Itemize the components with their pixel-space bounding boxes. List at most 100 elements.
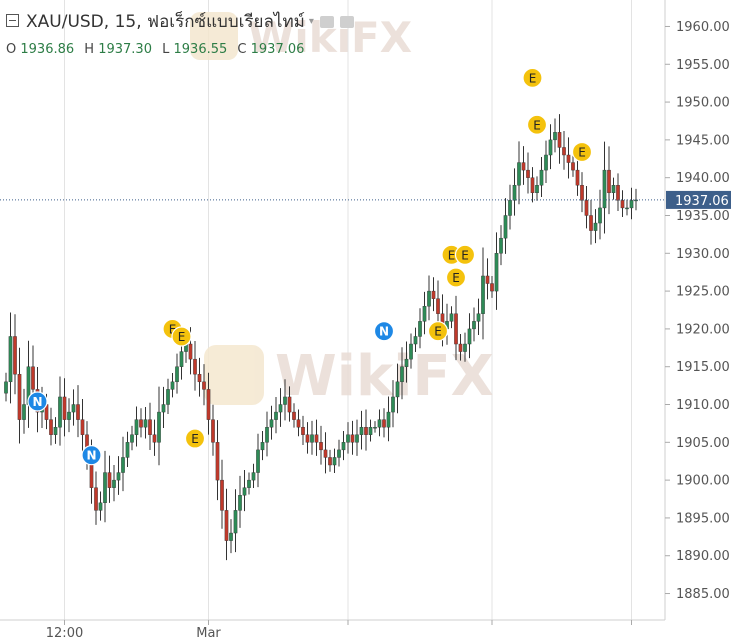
candle bbox=[481, 247, 485, 340]
candle-body bbox=[130, 434, 134, 443]
candle bbox=[242, 470, 247, 512]
candle-body bbox=[359, 426, 364, 435]
candle-body bbox=[215, 442, 220, 481]
candle bbox=[463, 332, 467, 362]
earnings-event-marker[interactable]: E bbox=[454, 244, 476, 265]
price-axis-label: 1940.00 bbox=[676, 171, 730, 186]
candle bbox=[494, 232, 499, 310]
candle bbox=[233, 489, 238, 553]
candle-body bbox=[260, 442, 265, 451]
earnings-event-icon bbox=[171, 326, 192, 347]
event-marker-letter: E bbox=[461, 248, 469, 262]
candle bbox=[202, 364, 206, 406]
news-event-icon bbox=[373, 321, 395, 342]
candle-body bbox=[503, 215, 508, 239]
candle-body bbox=[269, 419, 274, 428]
candle-body bbox=[31, 366, 35, 390]
candle-body bbox=[377, 419, 382, 428]
candle bbox=[332, 448, 337, 473]
candle-body bbox=[49, 419, 53, 435]
earnings-event-marker[interactable]: E bbox=[526, 114, 548, 135]
candle-body bbox=[292, 411, 296, 420]
candle-body bbox=[251, 472, 256, 481]
candle-body bbox=[616, 185, 620, 201]
news-event-marker[interactable]: N bbox=[373, 321, 395, 342]
candle-body bbox=[296, 419, 301, 428]
candle-body bbox=[521, 162, 526, 171]
candle-body bbox=[283, 396, 287, 405]
candle bbox=[566, 137, 571, 179]
settings-gear-icon[interactable] bbox=[339, 15, 354, 28]
candle bbox=[580, 172, 584, 213]
candle bbox=[521, 146, 526, 185]
candle-body bbox=[157, 411, 161, 443]
news-event-icon bbox=[27, 391, 48, 412]
candle-body bbox=[143, 419, 148, 428]
candle-body bbox=[242, 487, 247, 496]
candle bbox=[616, 173, 620, 212]
candle bbox=[607, 146, 611, 215]
candle-body bbox=[134, 419, 139, 435]
candle-body bbox=[103, 472, 107, 504]
candle-body bbox=[332, 457, 337, 466]
earnings-event-icon bbox=[526, 114, 548, 135]
candle-body bbox=[71, 404, 76, 413]
last-price-tag-label: 1937.06 bbox=[675, 194, 729, 209]
candle bbox=[310, 420, 314, 455]
collapse-legend-icon[interactable] bbox=[6, 14, 19, 27]
news-event-icon bbox=[81, 445, 102, 466]
candle bbox=[386, 396, 391, 442]
candle-body bbox=[161, 404, 166, 413]
earnings-event-marker[interactable]: E bbox=[427, 321, 449, 342]
candle bbox=[238, 475, 242, 528]
news-event-marker[interactable]: N bbox=[81, 445, 102, 466]
candle-body bbox=[197, 374, 202, 383]
candle bbox=[278, 388, 283, 427]
earnings-event-marker[interactable]: E bbox=[445, 267, 467, 288]
earnings-event-marker[interactable]: E bbox=[184, 428, 206, 449]
earnings-event-icon bbox=[454, 244, 476, 265]
watermark-logo-middle: WikiFX bbox=[204, 344, 494, 409]
candle-body bbox=[310, 434, 314, 443]
event-marker-letter: E bbox=[533, 118, 541, 132]
event-marker-letter: N bbox=[32, 395, 42, 409]
candle bbox=[341, 430, 346, 461]
candle-body bbox=[566, 154, 571, 163]
candle bbox=[274, 396, 278, 434]
candle bbox=[211, 404, 215, 456]
candle-body bbox=[287, 396, 292, 413]
earnings-event-marker[interactable]: E bbox=[171, 326, 192, 347]
chart-legend-header: XAU/USD, 15, ฟอเร็กซ์แบบเรียลไทม์ ▾ bbox=[6, 8, 354, 35]
news-event-marker[interactable]: N bbox=[27, 391, 48, 412]
low-label: L bbox=[162, 42, 170, 57]
candle-body bbox=[517, 162, 521, 186]
candle-body bbox=[17, 374, 22, 420]
candle bbox=[526, 152, 530, 194]
candle-body bbox=[449, 313, 454, 322]
candle-body bbox=[526, 169, 530, 178]
candle bbox=[121, 436, 125, 492]
candle bbox=[301, 415, 305, 445]
candle bbox=[557, 114, 562, 164]
candle-body bbox=[152, 434, 157, 443]
candle bbox=[512, 168, 517, 216]
earnings-event-marker[interactable]: E bbox=[522, 67, 543, 88]
earnings-event-marker[interactable]: E bbox=[571, 141, 593, 163]
chevron-down-icon[interactable]: ▾ bbox=[308, 16, 314, 27]
candle bbox=[499, 225, 503, 266]
event-marker-letter: E bbox=[178, 330, 186, 344]
candle-body bbox=[611, 185, 616, 194]
candle-body bbox=[166, 389, 170, 405]
price-axis-panel[interactable] bbox=[665, 0, 731, 640]
candle-body bbox=[188, 343, 193, 360]
candle-body bbox=[409, 343, 413, 360]
candle-body bbox=[53, 426, 58, 435]
candle-body bbox=[4, 381, 8, 394]
eye-icon[interactable] bbox=[319, 15, 334, 28]
candle bbox=[427, 275, 431, 321]
candle-body bbox=[341, 442, 346, 451]
candle bbox=[125, 431, 130, 467]
candle-body bbox=[382, 419, 386, 428]
